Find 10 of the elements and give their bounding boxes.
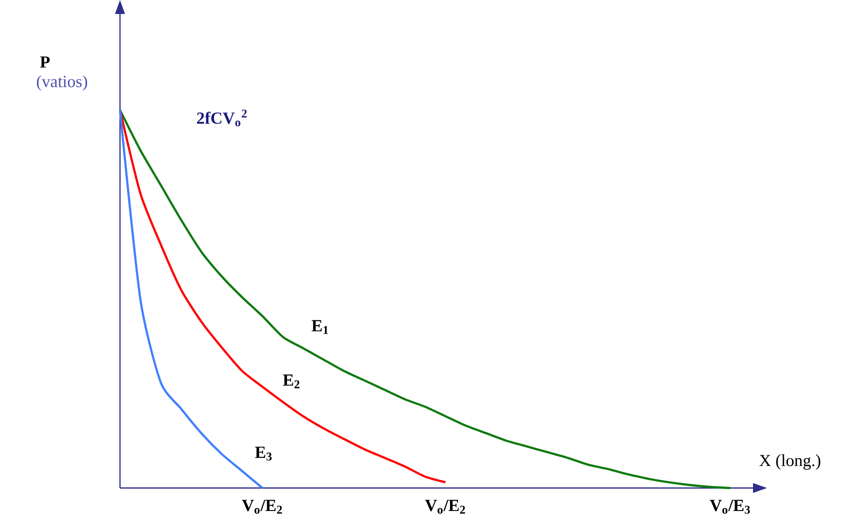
series-label: E$_{2}$: [282, 374, 300, 388]
annotation: 2fCV$_{o}$2: [197, 110, 247, 126]
x-axis-title: X (long.): [759, 454, 820, 470]
text: (vatios): [36, 75, 88, 91]
x-tick-label: V$_{o}$/E$_{2}$: [425, 500, 465, 514]
x-tick-label: V$_{o}$/E$_{2}$: [242, 500, 282, 514]
x-tick-label: V$_{o}$/E$_{3}$: [710, 500, 750, 514]
y-axis-title: P: [40, 56, 50, 68]
series-label: E$_{1}$: [312, 320, 328, 334]
series-label: E$_{3}$: [255, 446, 272, 461]
